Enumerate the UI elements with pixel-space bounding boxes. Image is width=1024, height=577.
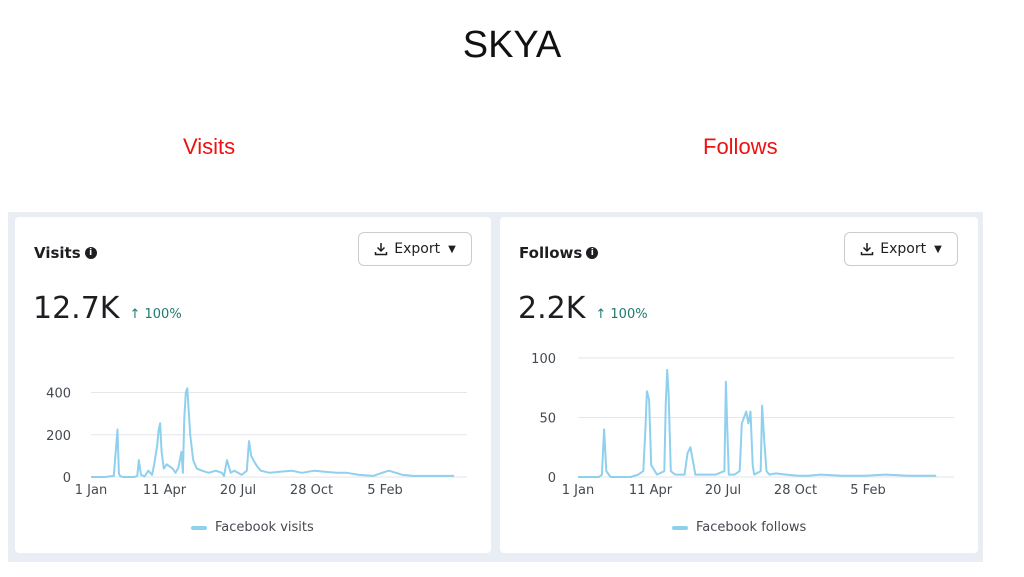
series-line (578, 368, 937, 478)
follows-metric-value: 2.2K (518, 291, 586, 326)
x-tick-label: 11 Apr (143, 483, 187, 498)
visits-line-chart: 0 200 400 1 Jan 11 Apr 20 Jul 28 Oct 5 Feb (46, 387, 467, 498)
visits-card: Visits i Export ▼ 12.7K ↑ 100% 0 200 400 1 … (15, 217, 491, 553)
follows-card-title-row: Follows i (519, 244, 599, 262)
visits-export-label: Export (394, 241, 441, 257)
follows-card: Follows i Export ▼ 2.2K ↑ 100% 0 50 100 1 J… (500, 217, 978, 553)
follows-metric-change: ↑ 100% (595, 307, 648, 322)
y-tick-label: 400 (46, 387, 71, 402)
y-tick-label: 200 (46, 429, 71, 444)
visits-legend-label: Facebook visits (215, 520, 314, 535)
x-tick-label: 1 Jan (75, 483, 107, 498)
caret-down-icon: ▼ (448, 243, 456, 255)
legend-swatch (672, 525, 688, 530)
y-tick-label: 0 (63, 471, 71, 486)
x-tick-label: 28 Oct (774, 483, 817, 498)
follows-card-title: Follows (519, 244, 583, 262)
page-title: SKYA (462, 24, 562, 66)
follows-export-label: Export (880, 241, 927, 257)
visits-metric-change: ↑ 100% (129, 307, 182, 322)
x-tick-label: 11 Apr (629, 483, 673, 498)
visits-card-title-row: Visits i (34, 244, 97, 262)
x-tick-label: 20 Jul (705, 483, 741, 498)
legend-swatch (191, 525, 207, 530)
follows-legend[interactable]: Facebook follows (672, 520, 806, 535)
follows-export-button[interactable]: Export ▼ (844, 232, 958, 266)
download-icon (374, 243, 388, 256)
visits-section-label: Visits (183, 134, 236, 159)
follows-line-chart: 0 50 100 1 Jan 11 Apr 20 Jul 28 Oct 5 Feb (531, 352, 954, 498)
download-icon (860, 243, 874, 256)
visits-export-button[interactable]: Export ▼ (358, 232, 472, 266)
x-tick-label: 5 Feb (367, 483, 402, 498)
visits-metric-value: 12.7K (33, 291, 120, 326)
y-tick-label: 50 (539, 412, 556, 427)
follows-legend-label: Facebook follows (696, 520, 807, 535)
y-tick-label: 0 (548, 471, 556, 486)
y-tick-label: 100 (531, 352, 556, 367)
visits-card-title: Visits (34, 244, 81, 262)
series-line (91, 387, 455, 478)
x-tick-label: 20 Jul (220, 483, 256, 498)
x-tick-label: 5 Feb (850, 483, 885, 498)
caret-down-icon: ▼ (934, 243, 942, 255)
visits-metric: 12.7K ↑ 100% (33, 291, 182, 326)
info-icon[interactable]: i (84, 247, 97, 259)
visits-legend[interactable]: Facebook visits (191, 520, 314, 535)
x-tick-label: 1 Jan (562, 483, 594, 498)
follows-section-label: Follows (703, 134, 778, 159)
x-tick-label: 28 Oct (290, 483, 333, 498)
follows-metric: 2.2K ↑ 100% (518, 291, 648, 326)
info-icon[interactable]: i (586, 247, 599, 259)
